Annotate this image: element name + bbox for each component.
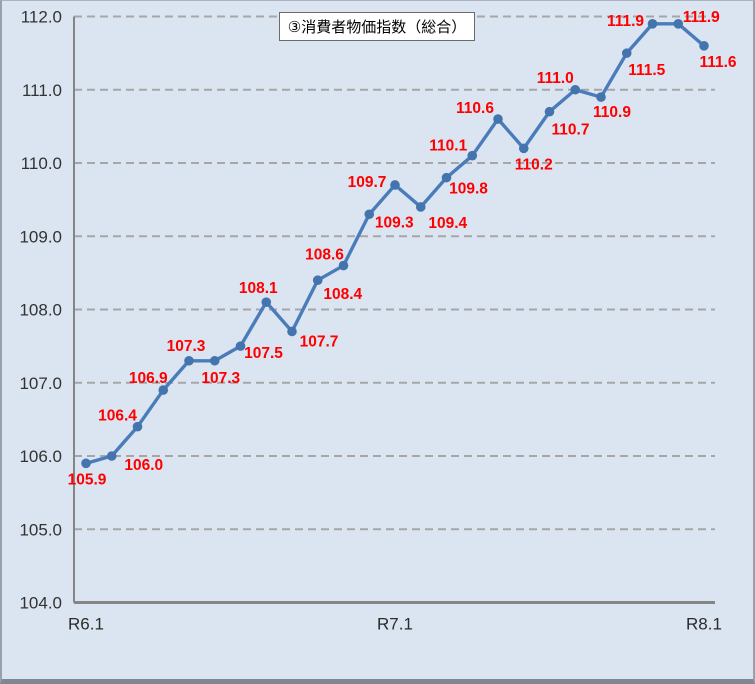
- data-point-marker: [570, 84, 581, 95]
- data-point-label: 106.4: [98, 408, 137, 425]
- data-point-marker: [81, 458, 91, 469]
- data-point-marker: [287, 326, 297, 337]
- data-point-marker: [699, 41, 709, 51]
- data-point-label: 111.0: [537, 70, 574, 87]
- chart-title: ③消費者物価指数（総合）: [287, 19, 467, 36]
- data-point-label: 110.1: [429, 138, 467, 155]
- data-point-label: 107.5: [244, 345, 283, 362]
- y-tick-label: 106.0: [19, 447, 62, 466]
- data-point-marker: [621, 48, 632, 58]
- data-point-marker: [158, 385, 169, 395]
- data-point-label: 109.3: [375, 214, 414, 231]
- y-tick-label: 107.0: [19, 374, 62, 393]
- data-point-marker: [338, 260, 349, 271]
- data-point-marker: [235, 341, 246, 351]
- data-point-label: 110.6: [456, 100, 494, 117]
- data-point-marker: [312, 275, 323, 286]
- data-point-label: 110.9: [593, 104, 631, 121]
- chart-title-box: ③消費者物価指数（総合）: [279, 12, 475, 41]
- data-point-label: 111.5: [628, 62, 665, 79]
- data-point-marker: [647, 19, 658, 29]
- data-point-marker: [596, 92, 606, 102]
- y-tick-label: 110.0: [21, 154, 62, 173]
- data-point-marker: [493, 114, 503, 124]
- data-point-label: 109.4: [428, 215, 467, 232]
- x-tick-label: R6.1: [68, 615, 104, 634]
- data-point-marker: [390, 180, 400, 190]
- data-point-label: 107.3: [201, 370, 240, 387]
- data-point-label: 110.7: [552, 122, 590, 139]
- data-point-marker: [544, 106, 555, 117]
- data-point-label: 110.2: [515, 156, 553, 173]
- data-point-label: 106.9: [129, 370, 168, 387]
- data-point-label: 108.4: [323, 286, 362, 303]
- y-tick-label: 105.0: [19, 520, 62, 539]
- data-point-label: 107.7: [300, 333, 339, 350]
- y-tick-label: 109.0: [19, 227, 62, 246]
- data-point-marker: [132, 421, 143, 432]
- data-point-marker: [106, 451, 117, 461]
- data-point-label: 109.8: [449, 181, 488, 198]
- data-point-marker: [184, 355, 194, 366]
- y-tick-label: 104.0: [19, 594, 62, 613]
- y-tick-label: 108.0: [19, 301, 62, 320]
- y-tick-label: 111.0: [22, 81, 62, 100]
- data-point-marker: [518, 143, 529, 154]
- data-point-marker: [441, 172, 452, 183]
- data-point-label: 109.7: [348, 174, 387, 191]
- data-point-label: 106.0: [124, 457, 163, 474]
- data-point-label: 111.9: [683, 9, 720, 26]
- data-point-marker: [673, 19, 684, 29]
- data-point-marker: [209, 355, 220, 366]
- x-tick-label: R7.1: [377, 615, 413, 634]
- data-point-label: 108.1: [239, 280, 278, 297]
- y-tick-label: 112.0: [21, 8, 62, 27]
- data-point-marker: [467, 150, 478, 161]
- data-point-label: 107.3: [167, 338, 206, 355]
- data-point-marker: [364, 209, 375, 220]
- data-point-marker: [415, 202, 426, 212]
- data-point-label: 108.6: [305, 247, 344, 264]
- data-point-label: 111.9: [607, 13, 644, 30]
- data-point-label: 111.6: [699, 54, 736, 71]
- x-tick-label: R8.1: [686, 615, 722, 634]
- data-point-marker: [261, 297, 272, 307]
- data-point-label: 105.9: [68, 471, 107, 488]
